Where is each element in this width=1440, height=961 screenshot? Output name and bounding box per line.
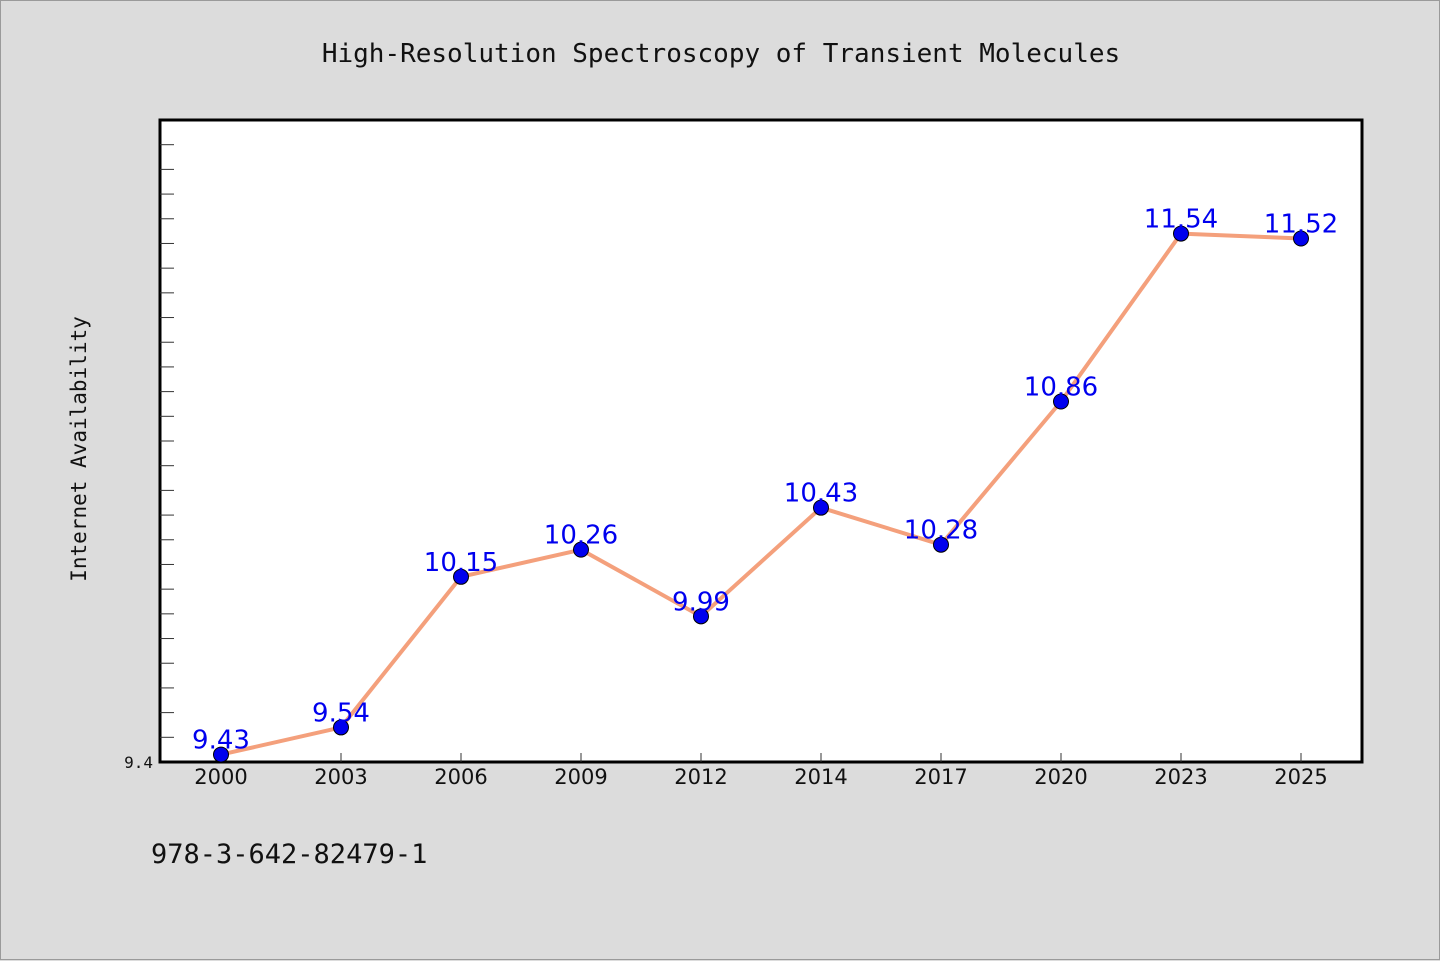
x-tick-label: 2003 [314, 765, 367, 789]
data-label: 11.54 [1144, 205, 1218, 235]
data-label: 10.28 [904, 516, 978, 546]
isbn-text: 978-3-642-82479-1 [151, 839, 427, 870]
data-point [813, 499, 829, 516]
data-label: 11.52 [1264, 210, 1338, 240]
data-point [693, 608, 709, 625]
x-tick-label: 2009 [554, 765, 607, 789]
data-point [1293, 230, 1309, 247]
plot-area [158, 118, 1364, 764]
data-label: 10.26 [544, 521, 618, 551]
y-axis-label: Internet Availability [67, 316, 91, 582]
data-point [453, 568, 469, 585]
data-label: 10.43 [784, 479, 858, 509]
x-tick-label: 2023 [1154, 765, 1207, 789]
data-labels: 9.43 9.54 10.15 10.26 9.99 10.43 10.28 10.86 11.… [192, 205, 1338, 756]
x-tick-label: 2006 [434, 765, 487, 789]
data-label: 9.43 [192, 726, 250, 756]
y-tick-label: 9.4 [124, 753, 153, 772]
data-point [1173, 225, 1189, 242]
data-point [1053, 393, 1069, 410]
y-tick-labels: 9.4 [124, 753, 153, 772]
data-point [213, 746, 229, 763]
data-point [933, 536, 949, 553]
data-label: 9.54 [312, 698, 370, 728]
x-tick-labels: 2000 2003 2006 2009 2012 2014 2017 2020 2023 2025 [194, 765, 1327, 789]
x-tick-label: 2020 [1034, 765, 1087, 789]
chart-title: High-Resolution Spectroscopy of Transien… [322, 39, 1120, 69]
data-label: 9.99 [672, 587, 730, 617]
data-point [333, 719, 349, 736]
data-markers [213, 225, 1309, 763]
data-point [573, 541, 589, 558]
x-tick-label: 2012 [674, 765, 727, 789]
y-axis-ticks [160, 144, 174, 738]
data-label: 10.15 [424, 548, 498, 578]
series-line [219, 231, 1303, 757]
series-lines [219, 231, 1303, 757]
x-tick-label: 2025 [1274, 765, 1327, 789]
x-tick-label: 2017 [914, 765, 967, 789]
data-label: 10.86 [1024, 372, 1098, 402]
x-tick-label: 2000 [194, 765, 247, 789]
x-tick-label: 2014 [794, 765, 847, 789]
